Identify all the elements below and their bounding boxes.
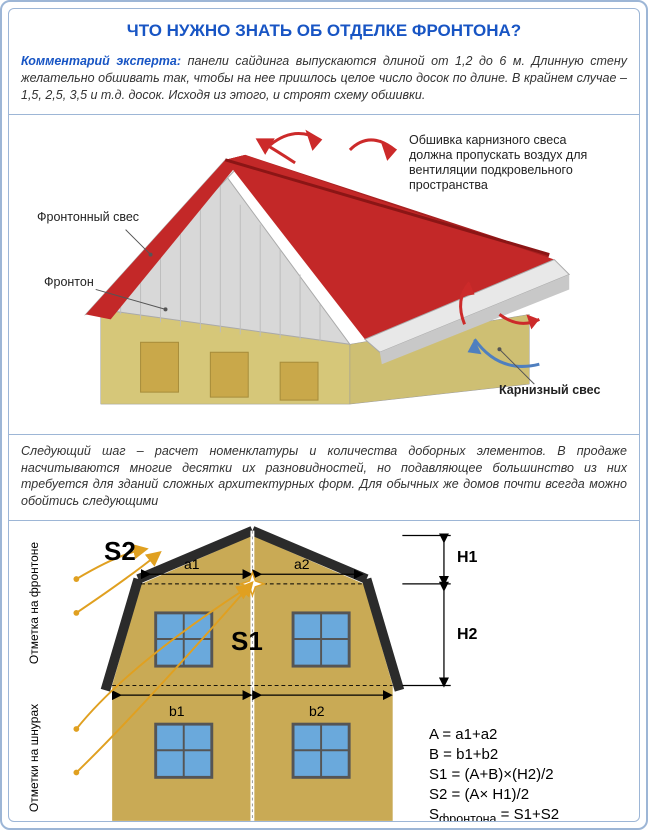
label-a2: a2 <box>294 556 310 572</box>
label-karniz: Карнизный свес <box>499 383 600 398</box>
label-ventilation: Обшивка карнизного свеса должна пропуска… <box>409 133 599 193</box>
paragraph-next-step: Следующий шаг – расчет номенклатуры и ко… <box>9 435 639 522</box>
vlabel-shnur: Отметки на шнурах <box>27 688 41 821</box>
expert-label: Комментарий эксперта: <box>21 54 181 68</box>
inner-frame: ЧТО НУЖНО ЗНАТЬ ОБ ОТДЕЛКЕ ФРОНТОНА? Ком… <box>8 8 640 822</box>
expert-comment: Комментарий эксперта: панели сайдинга вы… <box>9 49 639 115</box>
label-a1: a1 <box>184 556 200 572</box>
formula-S1: S1 = (A+B)×(H2)/2 <box>429 766 554 783</box>
label-front-sves: Фронтонный свес <box>37 210 139 225</box>
label-H2: H2 <box>457 626 477 644</box>
label-H1: H1 <box>457 549 477 567</box>
formula-S2: S2 = (A× H1)/2 <box>429 786 529 803</box>
outer-frame: ЧТО НУЖНО ЗНАТЬ ОБ ОТДЕЛКЕ ФРОНТОНА? Ком… <box>0 0 648 830</box>
label-b2: b2 <box>309 703 325 719</box>
label-fronton: Фронтон <box>44 275 94 290</box>
label-S1: S1 <box>231 626 263 657</box>
vlabel-fronton: Отметка на фронтоне <box>27 528 41 678</box>
formula-Sf: Sфронтона = S1+S2 <box>429 806 559 821</box>
diagram-roof-3d: Фронтонный свес Фронтон Обшивка карнизно… <box>9 115 639 435</box>
label-S2: S2 <box>104 536 136 567</box>
page-title: ЧТО НУЖНО ЗНАТЬ ОБ ОТДЕЛКЕ ФРОНТОНА? <box>9 9 639 49</box>
formula-A: A = a1+a2 <box>429 726 497 743</box>
diagram-calculation: Отметки на шнурах Отметка на фронтоне S2… <box>9 521 639 821</box>
label-b1: b1 <box>169 703 185 719</box>
formula-B: B = b1+b2 <box>429 746 498 763</box>
